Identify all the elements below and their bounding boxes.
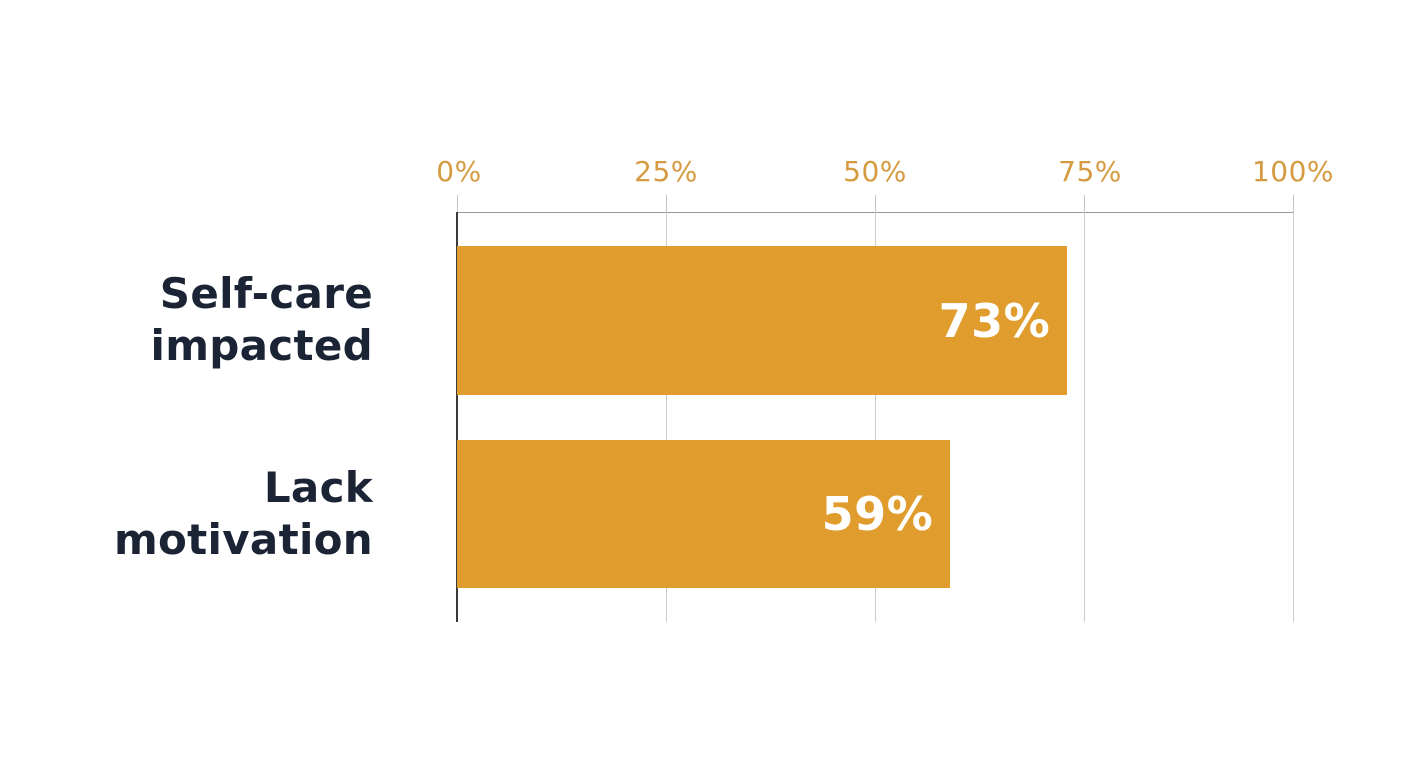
y-axis-line [456,212,458,622]
plot-area: 73% 59% [456,195,1294,622]
bar-value-label: 73% [938,293,1051,348]
x-tick-label-75: 75% [1058,155,1122,188]
category-label-line: Lack [263,463,373,512]
x-tick-label-25: 25% [634,155,698,188]
category-label-lack-motivation: Lack motivation [0,462,373,566]
category-label-line: motivation [113,515,373,564]
x-tick-mark [666,195,667,212]
bar-self-care-impacted: 73% [457,246,1068,395]
gridline-25 [666,212,667,622]
gridline-50 [875,212,876,622]
x-tick-mark [875,195,876,212]
x-tick-label-0: 0% [436,155,482,188]
x-tick-mark [1084,195,1085,212]
category-label-line: Self-care [159,269,373,318]
x-tick-mark [1293,195,1294,212]
x-tick-label-50: 50% [843,155,907,188]
bar-lack-motivation: 59% [457,440,951,588]
gridline-75 [1084,212,1085,622]
category-label-line: impacted [150,321,373,370]
bar-value-label: 59% [821,487,934,541]
category-label-self-care: Self-care impacted [0,268,373,372]
x-tick-label-100: 100% [1251,155,1335,188]
x-tick-mark [457,195,458,212]
gridline-100 [1293,212,1294,622]
